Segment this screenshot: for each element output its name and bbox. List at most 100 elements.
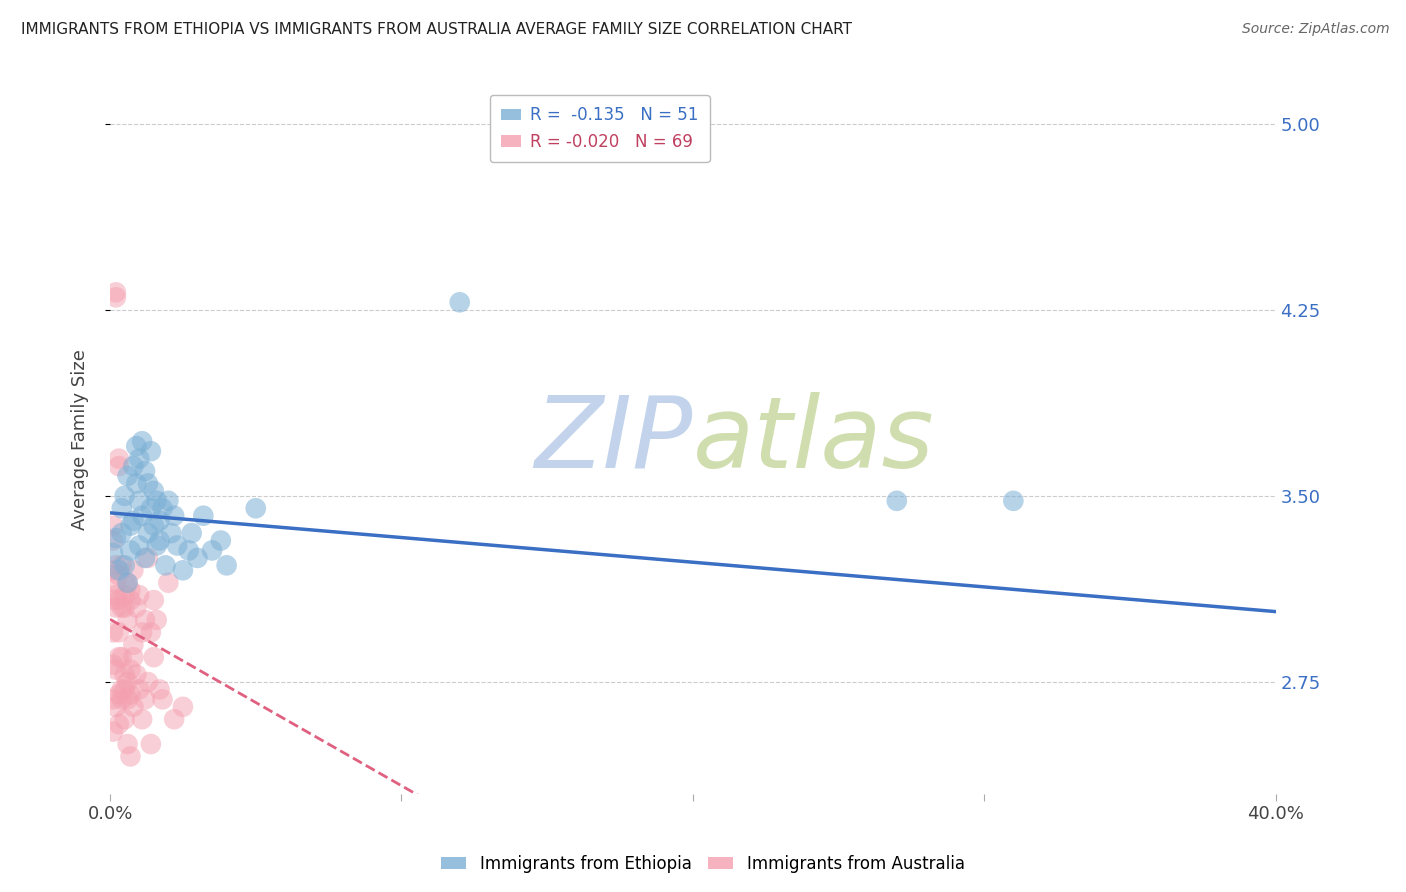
- Text: ZIP: ZIP: [534, 392, 693, 489]
- Point: [111, 650, 134, 665]
- Point: [1031, 812, 1053, 826]
- Point: [120, 593, 142, 607]
- Point: [149, 533, 172, 548]
- Point: [108, 717, 131, 731]
- Point: [104, 285, 127, 300]
- Point: [1002, 493, 1025, 508]
- Point: [101, 692, 124, 706]
- Point: [142, 483, 165, 498]
- Point: [114, 682, 136, 697]
- Point: [108, 593, 131, 607]
- Point: [201, 543, 224, 558]
- Text: atlas: atlas: [693, 392, 935, 489]
- Point: [157, 575, 180, 590]
- Point: [125, 476, 148, 491]
- Point: [108, 568, 131, 582]
- Point: [122, 459, 145, 474]
- Point: [104, 558, 127, 573]
- Y-axis label: Average Family Size: Average Family Size: [72, 350, 89, 531]
- Point: [117, 737, 139, 751]
- Point: [134, 464, 156, 478]
- Point: [128, 588, 150, 602]
- Text: IMMIGRANTS FROM ETHIOPIA VS IMMIGRANTS FROM AUSTRALIA AVERAGE FAMILY SIZE CORREL: IMMIGRANTS FROM ETHIOPIA VS IMMIGRANTS F…: [21, 22, 852, 37]
- Point: [565, 841, 588, 855]
- Point: [111, 600, 134, 615]
- Point: [122, 650, 145, 665]
- Point: [886, 493, 908, 508]
- Point: [172, 563, 194, 577]
- Point: [145, 539, 167, 553]
- Point: [104, 290, 127, 304]
- Point: [136, 675, 159, 690]
- Point: [155, 558, 177, 573]
- Point: [180, 526, 202, 541]
- Point: [117, 613, 139, 627]
- Point: [101, 625, 124, 640]
- Point: [111, 501, 134, 516]
- Point: [120, 583, 142, 598]
- Point: [134, 613, 156, 627]
- Point: [245, 501, 267, 516]
- Point: [125, 600, 148, 615]
- Point: [104, 663, 127, 677]
- Point: [136, 550, 159, 565]
- Point: [104, 600, 127, 615]
- Point: [108, 563, 131, 577]
- Point: [101, 724, 124, 739]
- Point: [104, 699, 127, 714]
- Point: [125, 667, 148, 681]
- Point: [163, 508, 186, 523]
- Point: [101, 563, 124, 577]
- Point: [136, 526, 159, 541]
- Point: [114, 600, 136, 615]
- Point: [111, 558, 134, 573]
- Point: [108, 687, 131, 701]
- Point: [111, 682, 134, 697]
- Point: [142, 650, 165, 665]
- Point: [128, 539, 150, 553]
- Point: [128, 451, 150, 466]
- Point: [160, 526, 183, 541]
- Point: [142, 518, 165, 533]
- Point: [128, 682, 150, 697]
- Point: [449, 295, 471, 310]
- Point: [128, 493, 150, 508]
- Point: [122, 638, 145, 652]
- Point: [120, 518, 142, 533]
- Legend: Immigrants from Ethiopia, Immigrants from Australia: Immigrants from Ethiopia, Immigrants fro…: [434, 848, 972, 880]
- Point: [108, 650, 131, 665]
- Point: [117, 692, 139, 706]
- Point: [104, 531, 127, 545]
- Point: [114, 712, 136, 726]
- Point: [120, 749, 142, 764]
- Point: [101, 593, 124, 607]
- Point: [163, 712, 186, 726]
- Point: [186, 550, 208, 565]
- Point: [111, 526, 134, 541]
- Point: [114, 558, 136, 573]
- Point: [108, 451, 131, 466]
- Point: [149, 682, 172, 697]
- Point: [142, 593, 165, 607]
- Point: [122, 514, 145, 528]
- Point: [136, 476, 159, 491]
- Point: [120, 663, 142, 677]
- Point: [108, 625, 131, 640]
- Point: [193, 508, 215, 523]
- Point: [145, 493, 167, 508]
- Point: [131, 712, 153, 726]
- Point: [117, 675, 139, 690]
- Point: [117, 575, 139, 590]
- Point: [145, 613, 167, 627]
- Point: [131, 625, 153, 640]
- Point: [111, 692, 134, 706]
- Point: [101, 657, 124, 672]
- Point: [152, 501, 174, 516]
- Point: [152, 692, 174, 706]
- Point: [177, 543, 200, 558]
- Point: [131, 434, 153, 449]
- Point: [114, 667, 136, 681]
- Point: [114, 489, 136, 503]
- Point: [139, 737, 162, 751]
- Point: [134, 550, 156, 565]
